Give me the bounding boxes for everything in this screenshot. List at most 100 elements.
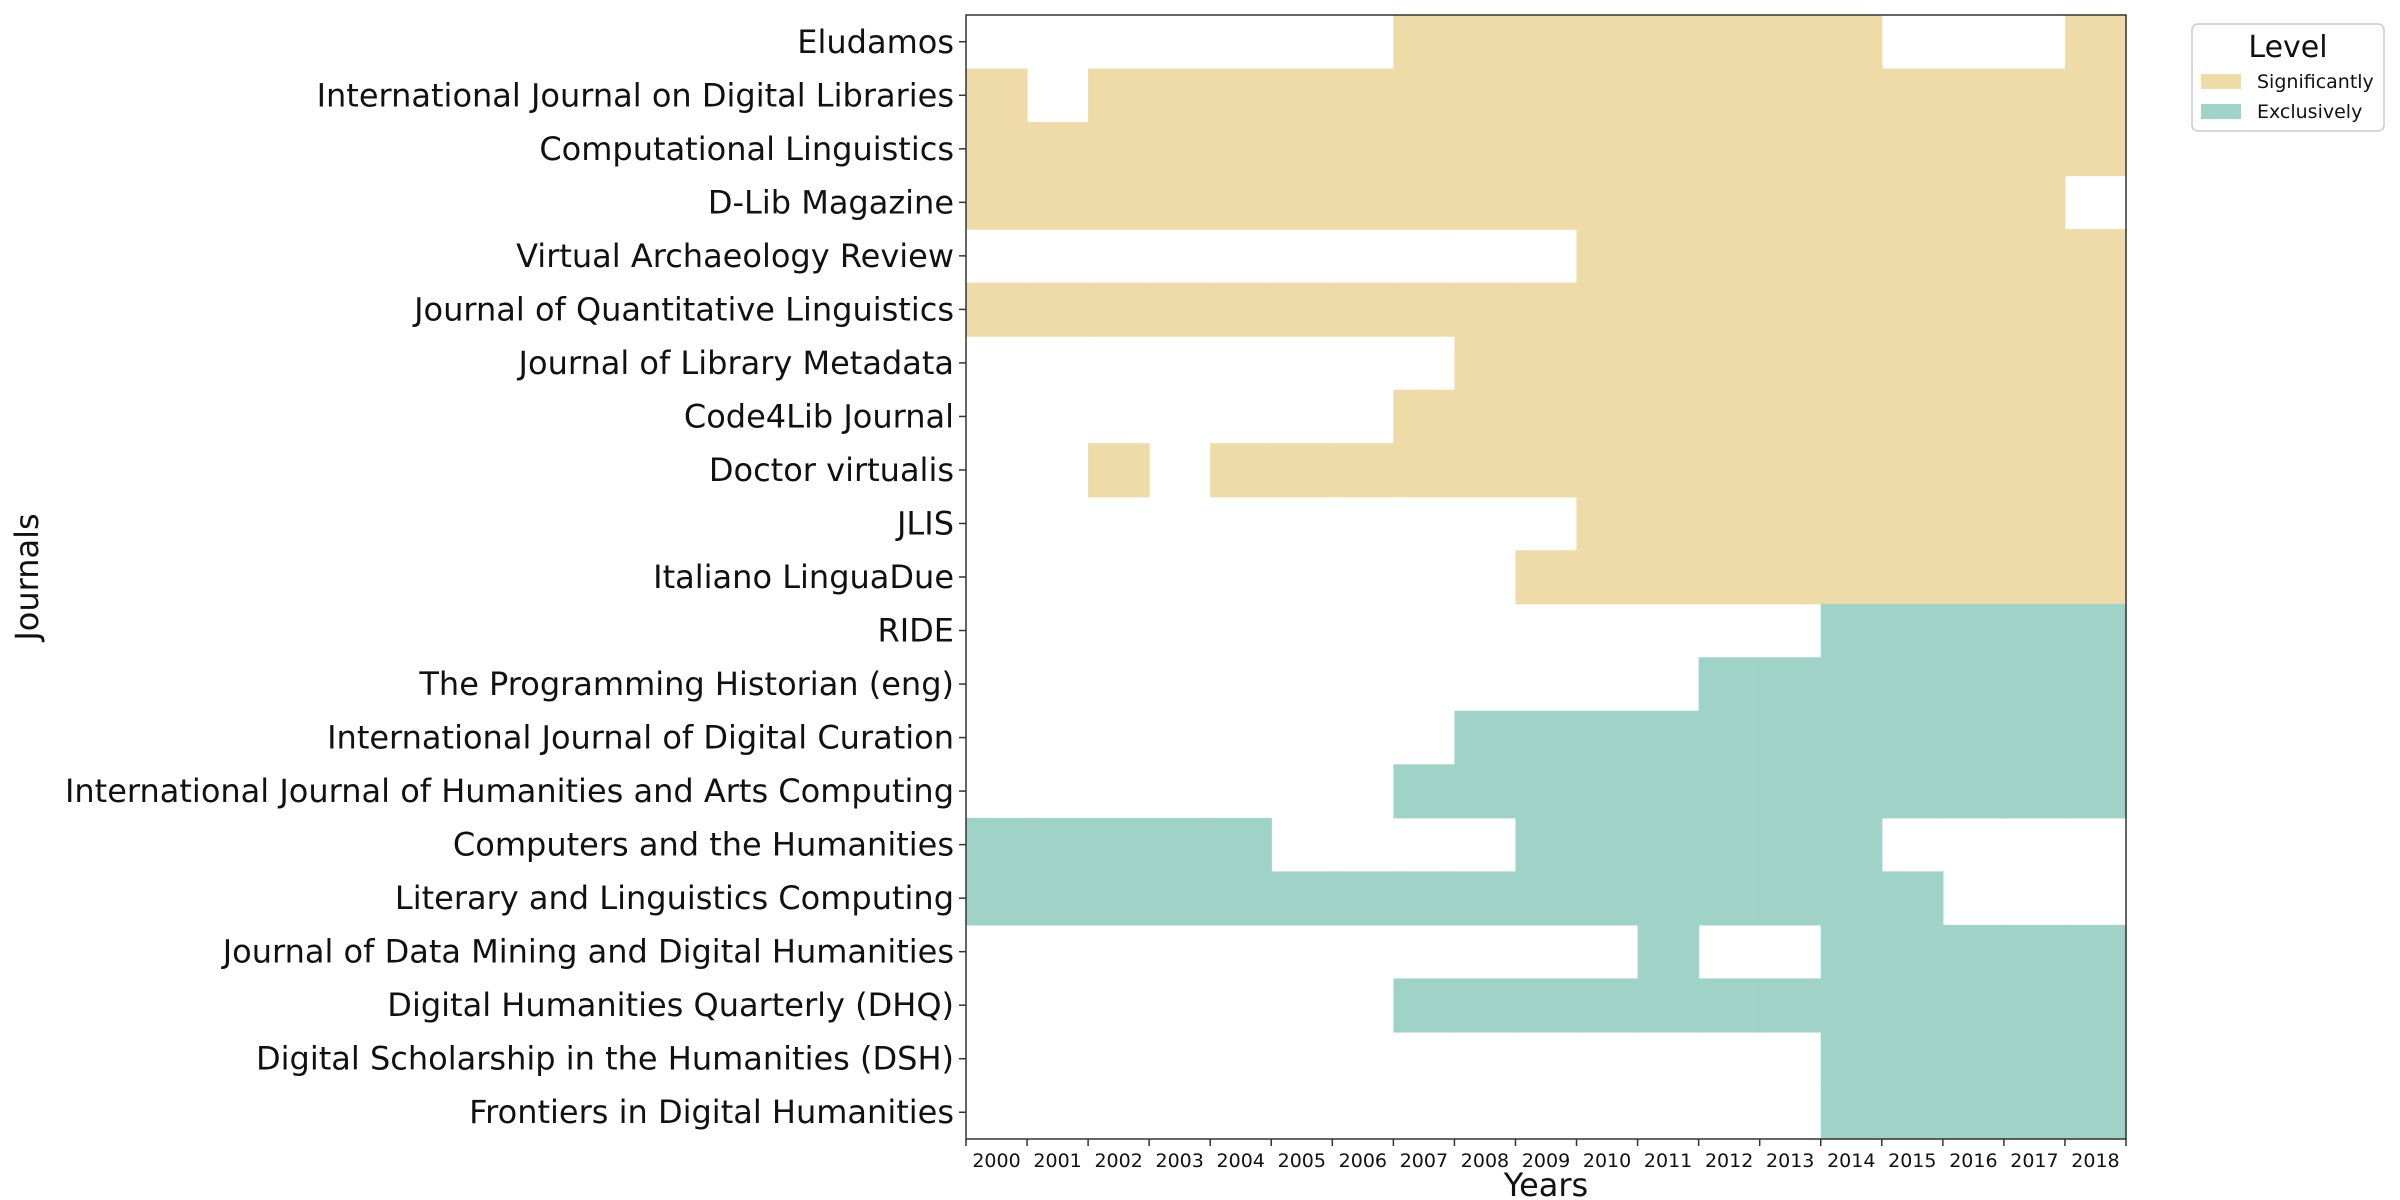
heatmap-cell bbox=[1271, 871, 1333, 926]
heatmap-cell bbox=[1332, 175, 1394, 230]
x-axis-label: Years bbox=[1503, 1166, 1588, 1200]
heatmap-cell bbox=[2064, 68, 2127, 123]
heatmap-cell bbox=[1881, 1085, 1944, 1140]
heatmap-cell bbox=[1515, 550, 1578, 605]
heatmap-cell bbox=[2064, 550, 2127, 605]
heatmap-cell bbox=[1820, 657, 1883, 712]
heatmap-cell bbox=[2003, 282, 2066, 337]
x-tick-label: 2000 bbox=[972, 1150, 1020, 1172]
heatmap-cell bbox=[1820, 1031, 1883, 1087]
heatmap-cell bbox=[1820, 15, 1883, 70]
heatmap-cell bbox=[1454, 764, 1517, 819]
heatmap-cell bbox=[2064, 336, 2127, 391]
heatmap-cell bbox=[1637, 817, 1700, 872]
heatmap-cell bbox=[1759, 871, 1822, 926]
heatmap-cell bbox=[1942, 1031, 2005, 1087]
heatmap-cell bbox=[1027, 175, 1089, 230]
heatmap-cell bbox=[1210, 871, 1272, 926]
heatmap-cell bbox=[1698, 175, 1761, 230]
heatmap-cell bbox=[1881, 389, 1944, 444]
heatmap-cell bbox=[1820, 871, 1883, 926]
heatmap-cell bbox=[1637, 389, 1700, 444]
heatmap-cell bbox=[1942, 282, 2005, 337]
heatmap-cell bbox=[1881, 1031, 1944, 1087]
legend-swatch-significantly bbox=[2201, 74, 2241, 89]
heatmap-cell bbox=[1942, 603, 2005, 658]
heatmap-cell bbox=[2003, 550, 2066, 605]
heatmap-cell bbox=[1515, 443, 1578, 498]
heatmap-cell bbox=[1332, 122, 1394, 177]
legend-label-exclusively: Exclusively bbox=[2257, 101, 2362, 123]
heatmap-cell bbox=[1820, 122, 1883, 177]
heatmap-cell bbox=[1454, 443, 1517, 498]
heatmap-cell bbox=[2064, 443, 2127, 498]
x-axis-tick-labels: 2000 2001 2002 2003 2004 2005 2006 2007 2008 2009… bbox=[965, 1139, 2127, 1172]
heatmap-cell bbox=[1759, 443, 1822, 498]
x-tick-label: 2015 bbox=[1888, 1150, 1936, 1172]
legend-label-significantly: Significantly bbox=[2257, 71, 2374, 93]
x-tick-label: 2017 bbox=[2010, 1150, 2058, 1172]
x-tick-label: 2006 bbox=[1339, 1150, 1387, 1172]
heatmap-cell bbox=[966, 122, 1028, 177]
heatmap-cell bbox=[1088, 282, 1150, 337]
heatmap-cell bbox=[1454, 710, 1517, 765]
heatmap-cell bbox=[1881, 496, 1944, 551]
heatmap-cell bbox=[1637, 550, 1700, 605]
heatmap-cell bbox=[1820, 175, 1883, 230]
heatmap-cell bbox=[1210, 817, 1272, 872]
heatmap-cell bbox=[1454, 336, 1517, 391]
y-tick-label: The Programming Historian (eng) bbox=[418, 665, 954, 703]
y-tick-label: Journal of Data Mining and Digital Human… bbox=[221, 933, 954, 971]
heatmap-cell bbox=[966, 282, 1028, 337]
heatmap-cell bbox=[1088, 68, 1150, 123]
heatmap-cell bbox=[2064, 389, 2127, 444]
heatmap-cell bbox=[1698, 68, 1761, 123]
y-tick-label: Journal of Quantitative Linguistics bbox=[412, 290, 954, 328]
heatmap-cell bbox=[1698, 443, 1761, 498]
heatmap-cell bbox=[1515, 336, 1578, 391]
heatmap-cell bbox=[1698, 336, 1761, 391]
heatmap-cell bbox=[1576, 229, 1639, 284]
heatmap-cell bbox=[1210, 122, 1272, 177]
heatmap-cell bbox=[1088, 817, 1150, 872]
legend-swatch-exclusively bbox=[2201, 104, 2241, 119]
heatmap-cell bbox=[1454, 871, 1517, 926]
heatmap-cell bbox=[2064, 1085, 2127, 1140]
heatmap-cell bbox=[1454, 175, 1517, 230]
heatmap-cell bbox=[1759, 817, 1822, 872]
x-tick-label: 2012 bbox=[1705, 1150, 1753, 1172]
heatmap-cell bbox=[2003, 764, 2066, 819]
heatmap-cell bbox=[1881, 122, 1944, 177]
heatmap-cell bbox=[1515, 978, 1578, 1033]
heatmap-cell bbox=[2003, 1085, 2066, 1140]
heatmap-cell bbox=[1759, 229, 1822, 284]
heatmap-cell bbox=[2003, 122, 2066, 177]
y-tick-label: International Journal of Digital Curatio… bbox=[327, 719, 954, 757]
heatmap-cell bbox=[1881, 924, 1944, 980]
heatmap-cell bbox=[1149, 282, 1211, 337]
heatmap-cell bbox=[1210, 68, 1272, 123]
x-tick-label: 2001 bbox=[1033, 1150, 1081, 1172]
heatmap-cell bbox=[1881, 443, 1944, 498]
heatmap-cell bbox=[1881, 764, 1944, 819]
heatmap-cell bbox=[1881, 229, 1944, 284]
heatmap-cell bbox=[1759, 15, 1822, 70]
x-tick-label: 2010 bbox=[1583, 1150, 1631, 1172]
y-tick-label: Frontiers in Digital Humanities bbox=[469, 1093, 954, 1131]
heatmap-cell bbox=[1637, 15, 1700, 70]
heatmap-cell bbox=[1088, 175, 1150, 230]
heatmap-cell bbox=[1210, 282, 1272, 337]
heatmap-cell bbox=[1271, 68, 1333, 123]
heatmap-cell bbox=[2003, 68, 2066, 123]
x-tick-label: 2016 bbox=[1949, 1150, 1997, 1172]
heatmap-cell bbox=[1454, 389, 1517, 444]
heatmap-cell bbox=[1698, 764, 1761, 819]
heatmap-cell bbox=[1027, 817, 1089, 872]
x-tick-label: 2004 bbox=[1217, 1150, 1265, 1172]
heatmap-cell bbox=[1881, 336, 1944, 391]
heatmap-cell bbox=[1881, 871, 1944, 926]
heatmap-cell bbox=[1576, 550, 1639, 605]
heatmap-cell bbox=[1820, 282, 1883, 337]
heatmap-cell bbox=[1637, 924, 1700, 980]
x-tick-label: 2011 bbox=[1644, 1150, 1692, 1172]
